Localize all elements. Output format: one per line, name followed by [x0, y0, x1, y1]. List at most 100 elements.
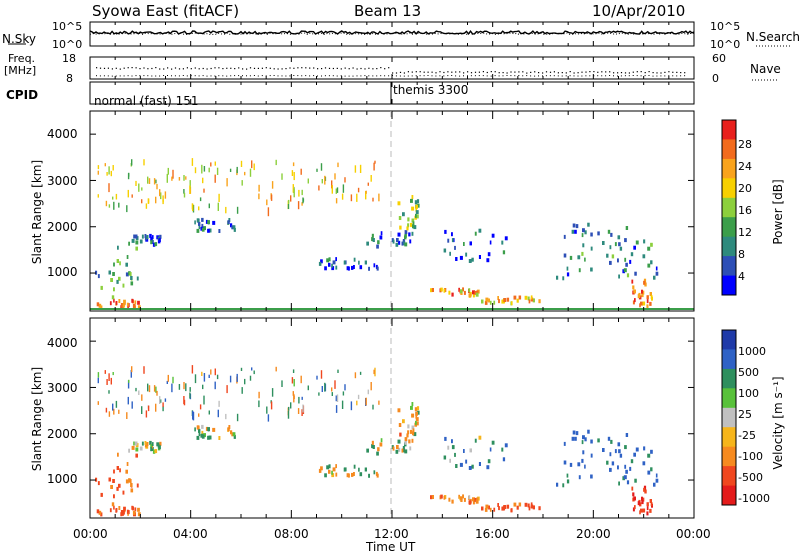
power-cell — [644, 282, 647, 287]
power-cell — [228, 218, 231, 222]
freq-point — [644, 72, 646, 74]
velocity-cell — [240, 367, 243, 371]
freq-point — [613, 72, 615, 74]
nave-point — [261, 75, 263, 77]
velocity-cell — [141, 394, 143, 401]
freq-point — [534, 71, 536, 73]
velocity-cell — [281, 380, 283, 387]
freq-point — [435, 72, 437, 74]
velocity-cell — [532, 505, 535, 510]
power-cell — [376, 266, 379, 271]
freq-point — [478, 71, 480, 73]
freq-point — [273, 68, 275, 70]
freq-point — [506, 72, 508, 74]
power-cell — [378, 193, 380, 202]
power-cell — [189, 185, 191, 194]
velocity-cell — [214, 381, 216, 390]
nave-point — [498, 75, 500, 77]
power-cell — [625, 262, 628, 267]
power-cell — [104, 163, 106, 167]
beam-title: Beam 13 — [354, 2, 422, 20]
freq-point — [218, 67, 220, 69]
power-cell — [335, 265, 338, 270]
freq-point — [167, 67, 169, 69]
power-cell — [415, 210, 419, 215]
velocity-cell — [155, 386, 157, 393]
power-cell — [497, 296, 499, 300]
velocity-cell — [647, 470, 651, 475]
velocity-cell — [513, 502, 517, 507]
velocity-cell — [498, 506, 500, 511]
power-cell — [451, 238, 454, 243]
power-cell — [171, 176, 173, 181]
freq-point — [356, 68, 358, 70]
velocity-cell — [619, 453, 623, 458]
velocity-cell — [447, 445, 450, 450]
power-cell — [343, 260, 346, 265]
velocity-cell — [475, 499, 479, 504]
velocity-cell — [201, 371, 203, 376]
power-cell — [178, 177, 181, 181]
power-cell — [122, 303, 125, 308]
velocity-cell — [130, 488, 134, 493]
nave-point — [230, 75, 232, 77]
freq-point — [368, 67, 370, 69]
velocity-cell — [217, 409, 219, 418]
power-cell — [159, 234, 162, 239]
velocity-cell — [131, 401, 133, 409]
freq-point — [672, 71, 674, 73]
power-cell — [443, 288, 446, 293]
power-cell — [346, 266, 350, 271]
velocity-cell — [258, 391, 260, 399]
power-cell — [623, 268, 627, 273]
power-cell — [642, 301, 646, 306]
power-cell — [183, 189, 185, 194]
power-cell — [587, 222, 590, 227]
power-cell — [108, 270, 111, 275]
nave-point — [155, 75, 157, 77]
freq-point — [538, 72, 540, 74]
freq-point — [490, 71, 492, 73]
freq-point — [238, 67, 240, 69]
velocity-cell — [131, 445, 135, 450]
nave-point — [246, 75, 247, 77]
velocity-cell — [372, 404, 374, 410]
velocity-cell — [145, 410, 148, 418]
velocity-cell — [207, 435, 210, 440]
velocity-cell — [230, 430, 233, 435]
power-cell — [582, 228, 585, 233]
velocity-cell — [625, 469, 628, 474]
freq-point — [589, 71, 591, 73]
freq-point — [573, 72, 575, 74]
power-cell — [474, 290, 477, 295]
power-cell — [633, 289, 636, 294]
colorbar-segment — [722, 446, 736, 467]
nave-point — [309, 75, 311, 77]
freq-point — [340, 68, 342, 70]
power-cell — [208, 203, 210, 209]
velocity-cell — [581, 458, 584, 463]
velocity-cell — [158, 445, 161, 450]
power-cell — [141, 199, 143, 204]
velocity-cell — [350, 401, 353, 411]
velocity-cell — [411, 425, 415, 430]
power-cell — [581, 251, 584, 256]
velocity-cell — [337, 369, 339, 373]
velocity-cell — [647, 453, 651, 458]
freq-point — [549, 71, 552, 73]
velocity-cell — [611, 461, 615, 466]
power-cell — [463, 290, 466, 295]
nave-point — [518, 75, 520, 76]
power-cell — [253, 163, 255, 171]
power-cell — [411, 206, 415, 211]
power-colorbar-label: Power [dB] — [771, 179, 785, 245]
velocity-cell — [501, 447, 504, 452]
freq-point — [163, 68, 165, 70]
nave-point — [431, 75, 433, 77]
velocity-cell — [609, 452, 612, 457]
freq-point — [317, 68, 319, 70]
velocity-cell — [465, 459, 468, 464]
power-cell — [402, 239, 405, 243]
nave-point — [178, 75, 180, 77]
station-title: Syowa East (fitACF) — [92, 2, 240, 20]
